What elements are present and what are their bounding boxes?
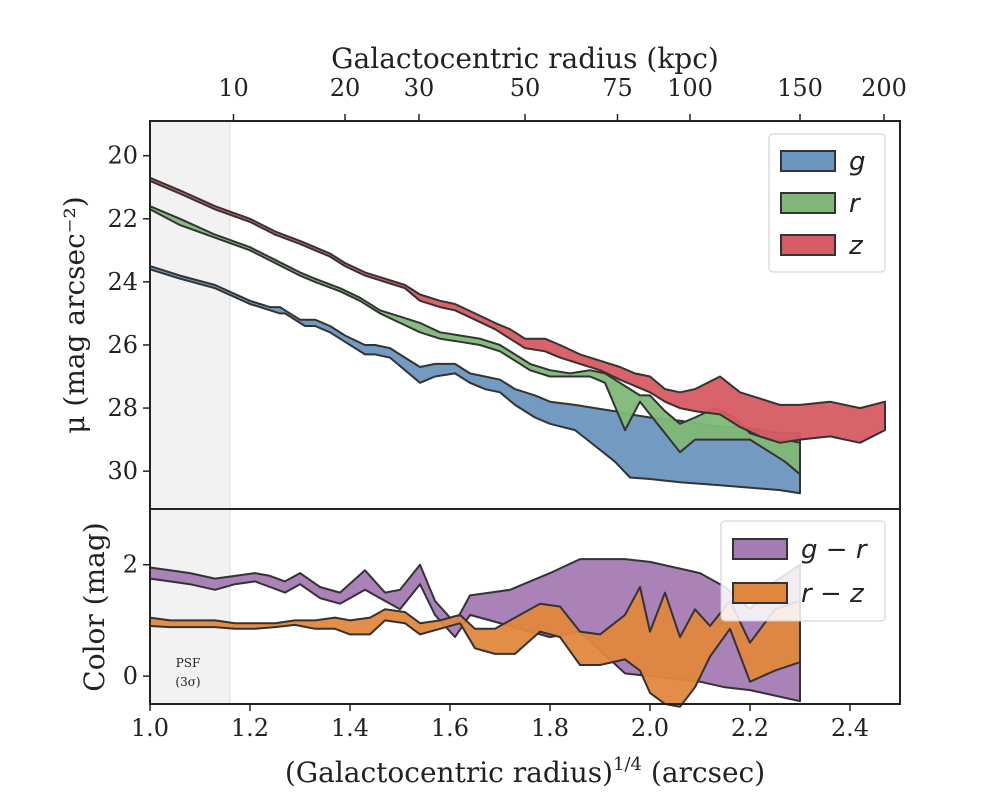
bottom-y-axis-label: Color (mag) <box>78 522 111 691</box>
psf-region-top <box>150 121 230 509</box>
legend-swatch-color-g-r <box>732 538 788 560</box>
top-x-tick-label: 150 <box>777 74 823 102</box>
x-tick-label: 2.4 <box>831 714 869 742</box>
top-x-tick-label: 200 <box>861 74 907 102</box>
legend-label-color-r-z: r − z <box>801 579 865 609</box>
y-tick-label: 24 <box>107 268 138 296</box>
y-tick-label: 22 <box>107 205 138 233</box>
y-tick-label: 26 <box>107 331 138 359</box>
x-tick-label: 1.4 <box>331 714 369 742</box>
psf-region-bottom <box>150 509 230 704</box>
y-tick-label: 30 <box>107 457 138 485</box>
legend-swatch-color-r-z <box>732 582 788 604</box>
x-tick-label: 1.0 <box>131 714 169 742</box>
surface-brightness-panel: 20 22 24 26 28 30 10 20 30 50 75 100 150 200 grz <box>107 74 907 510</box>
x-tick-label: 2.2 <box>731 714 769 742</box>
top-y-axis-label: μ (mag arcsec⁻²) <box>58 196 91 433</box>
top-x-tick-label: 100 <box>667 74 713 102</box>
x-tick-label: 1.6 <box>431 714 469 742</box>
legend-swatch-mu-z <box>780 234 836 256</box>
psf-label: PSF <box>176 656 201 670</box>
y-tick-label: 20 <box>107 142 138 170</box>
bottom-panel-frame <box>149 508 901 705</box>
band-color-r-z <box>149 586 801 708</box>
x-tick-label: 2.0 <box>631 714 669 742</box>
y-tick-label: 2 <box>123 551 138 579</box>
legend-label-mu-g: g <box>849 147 866 177</box>
band-mu-r <box>149 205 801 476</box>
top-x-tick-label: 50 <box>510 74 541 102</box>
legend-label-color-g-r: g − r <box>801 535 869 565</box>
top-axis-label: Galactocentric radius (kpc) <box>331 42 719 75</box>
top-x-tick-label: 20 <box>330 74 361 102</box>
x-tick-label: 1.8 <box>531 714 569 742</box>
y-tick-label: 0 <box>123 662 138 690</box>
color-panel: 0 2 1.0 1.2 1.4 1.6 1.8 2.0 2.2 2.4 g − r r − z <box>123 508 901 742</box>
top-x-tick-label: 10 <box>218 74 249 102</box>
top-x-tick-label: 30 <box>404 74 435 102</box>
top-x-tick-label: 75 <box>602 74 633 102</box>
legend-swatch-mu-g <box>780 150 836 172</box>
psf-sigma-label: (3σ) <box>175 675 200 689</box>
legend-swatch-mu-r <box>780 192 836 214</box>
legend-label-mu-z: z <box>848 231 864 261</box>
y-tick-label: 28 <box>107 394 138 422</box>
band-mu-z <box>149 176 886 444</box>
legend-label-mu-r: r <box>849 189 862 219</box>
band-mu-g <box>149 265 801 495</box>
bottom-x-axis-label: (Galactocentric radius)1/4 (arcsec) <box>285 754 765 789</box>
x-tick-label: 1.2 <box>231 714 269 742</box>
